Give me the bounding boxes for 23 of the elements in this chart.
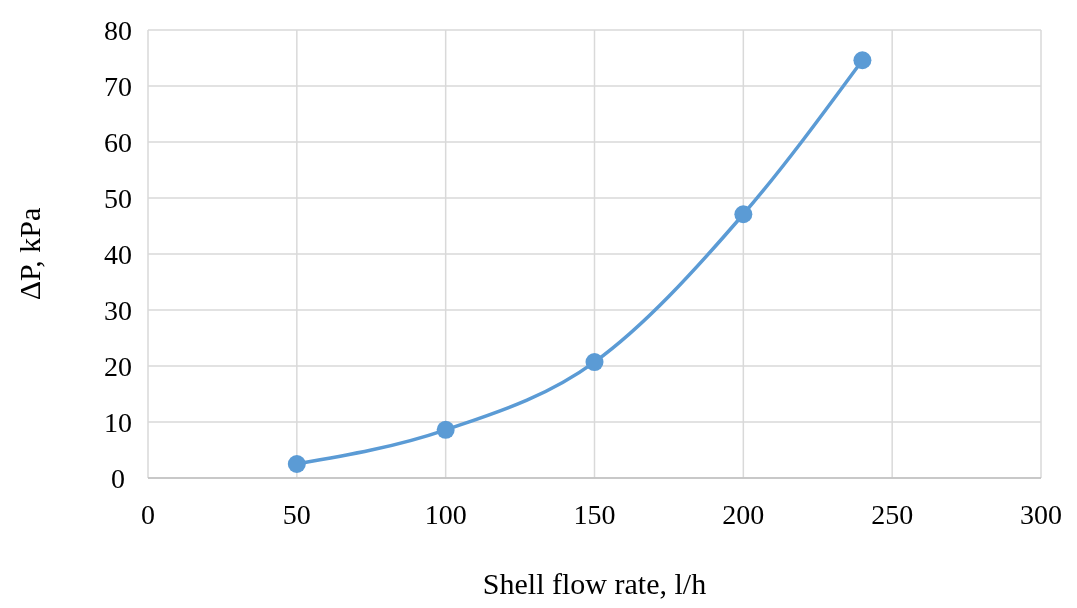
x-tick-label: 100 [424,499,467,530]
point [436,420,455,439]
x-tick-label: 200 [722,499,765,530]
y-tick-label: 20 [104,350,132,382]
y-tick-label: 50 [104,182,132,214]
y-tick-label: 30 [104,294,132,326]
y-tick-label: 70 [104,70,132,102]
x-tick-label: 300 [1020,499,1062,530]
x-tick-label: 50 [282,499,311,530]
x-tick-label: 150 [573,499,616,530]
y-tick-label: 40 [104,238,132,270]
point [287,455,306,473]
y-tick-label: 60 [104,126,132,158]
point [585,353,604,372]
point [853,51,872,70]
y-tick-label: 0 [111,462,125,494]
x-tick-label: 250 [871,499,914,530]
point [734,205,753,224]
x-tick-label: 0 [141,499,155,530]
x-axis-title: Shell flow rate, l/h [482,567,707,600]
y-tick-label: 10 [104,406,132,438]
y-tick-label: 80 [104,14,132,46]
y-axis-title: ΔP, kPa [13,207,46,301]
